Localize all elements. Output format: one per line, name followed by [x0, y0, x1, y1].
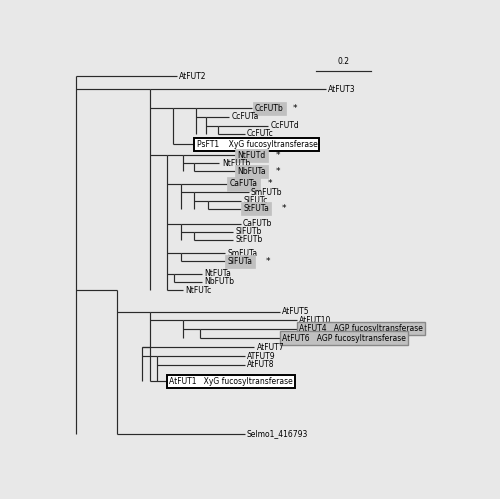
Text: *: * — [282, 204, 286, 213]
Text: AtFUT8: AtFUT8 — [247, 360, 274, 369]
Text: NtFUTb: NtFUTb — [222, 159, 250, 168]
Text: SlFUTb: SlFUTb — [236, 227, 262, 236]
Text: CaFUTa: CaFUTa — [230, 180, 258, 189]
Text: CcFUTa: CcFUTa — [232, 112, 259, 121]
Text: *: * — [268, 180, 272, 189]
Text: AtFUT4   AGP fucosyltransferase: AtFUT4 AGP fucosyltransferase — [300, 324, 423, 333]
Text: StFUTa: StFUTa — [243, 204, 269, 213]
Text: CcFUTd: CcFUTd — [270, 121, 299, 130]
Text: AtFUT1   XyG fucosyltransferase: AtFUT1 XyG fucosyltransferase — [170, 377, 293, 386]
Text: *: * — [276, 151, 280, 160]
Text: SlFUTc: SlFUTc — [243, 196, 268, 205]
Text: StFUTb: StFUTb — [236, 235, 262, 244]
Text: PsFT1    XyG fucosyltransferase: PsFT1 XyG fucosyltransferase — [196, 140, 318, 149]
Text: CcFUTc: CcFUTc — [247, 129, 274, 138]
Text: *: * — [266, 256, 270, 265]
Text: ATFUT9: ATFUT9 — [247, 352, 276, 361]
Text: AtFUT10: AtFUT10 — [300, 315, 332, 324]
Text: Selmo1_416793: Selmo1_416793 — [247, 430, 308, 439]
Text: CaFUTb: CaFUTb — [243, 219, 272, 228]
Text: AtFUT3: AtFUT3 — [328, 85, 356, 94]
Text: SmFUTa: SmFUTa — [228, 249, 258, 257]
Text: AtFUT5: AtFUT5 — [282, 307, 310, 316]
Text: CcFUTb: CcFUTb — [254, 104, 284, 113]
Text: NbFUTa: NbFUTa — [238, 167, 266, 176]
Text: AtFUT2: AtFUT2 — [179, 71, 206, 80]
Text: *: * — [293, 104, 298, 113]
Text: 0.2: 0.2 — [338, 57, 349, 66]
Text: SlFUTa: SlFUTa — [228, 256, 252, 265]
Text: NtFUTc: NtFUTc — [185, 286, 211, 295]
Text: NtFUTd: NtFUTd — [238, 151, 266, 160]
Text: SmFUTb: SmFUTb — [251, 188, 282, 197]
Text: AtFUT6   AGP fucosyltransferase: AtFUT6 AGP fucosyltransferase — [282, 333, 406, 342]
Text: NbFUTb: NbFUTb — [204, 277, 234, 286]
Text: NtFUTa: NtFUTa — [204, 269, 231, 278]
Text: AtFUT7: AtFUT7 — [256, 343, 284, 352]
Text: *: * — [276, 167, 280, 176]
